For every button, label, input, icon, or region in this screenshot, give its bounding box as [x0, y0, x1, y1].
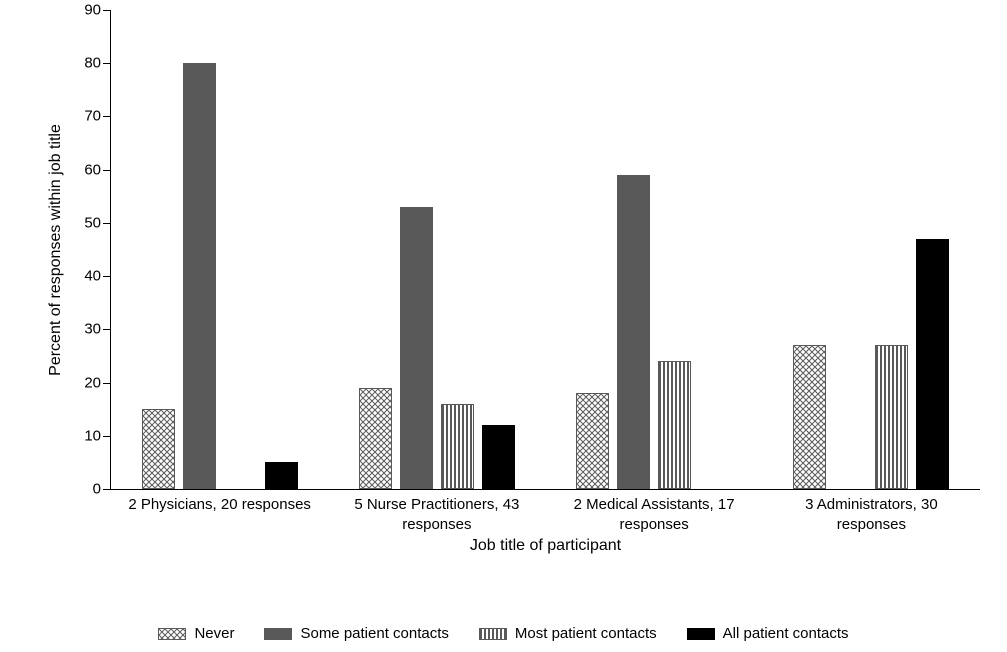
x-category-label-line: responses	[763, 515, 980, 535]
legend-label: Never	[194, 625, 234, 642]
x-category-label-line: responses	[546, 515, 763, 535]
x-category-label: 2 Medical Assistants, 17responses	[546, 489, 763, 534]
x-axis-title: Job title of participant	[111, 537, 980, 555]
bar	[142, 409, 175, 489]
legend: Never Some patient contacts Most patient…	[0, 625, 1007, 642]
y-tick-label: 80	[84, 55, 111, 72]
vertical-stripe-icon	[479, 628, 507, 640]
legend-label: All patient contacts	[723, 625, 849, 642]
legend-item-never: Never	[158, 625, 234, 642]
solid-black-icon	[687, 628, 715, 640]
legend-item-some: Some patient contacts	[264, 625, 448, 642]
plot-area: Percent of responses within job title Jo…	[110, 10, 980, 490]
bar	[658, 361, 691, 489]
y-axis-title: Percent of responses within job title	[47, 124, 65, 376]
y-tick-label: 50	[84, 214, 111, 231]
legend-label: Most patient contacts	[515, 625, 657, 642]
y-tick-label: 0	[93, 481, 111, 498]
solid-gray-icon	[264, 628, 292, 640]
x-category-label-line: 5 Nurse Practitioners, 43	[328, 495, 545, 515]
bar	[875, 345, 908, 489]
x-category-label-line: responses	[328, 515, 545, 535]
chart-container: Percent of responses within job title Jo…	[70, 10, 990, 550]
bar	[400, 207, 433, 489]
legend-item-all: All patient contacts	[687, 625, 849, 642]
y-tick-label: 20	[84, 374, 111, 391]
x-category-label: 5 Nurse Practitioners, 43responses	[328, 489, 545, 534]
bar	[617, 175, 650, 489]
y-tick-label: 90	[84, 2, 111, 19]
bar	[793, 345, 826, 489]
y-tick-label: 10	[84, 427, 111, 444]
x-category-label: 2 Physicians, 20 responses	[111, 489, 328, 515]
x-category-label-line: 2 Medical Assistants, 17	[546, 495, 763, 515]
legend-item-most: Most patient contacts	[479, 625, 657, 642]
y-tick-label: 30	[84, 321, 111, 338]
y-tick-label: 70	[84, 108, 111, 125]
crosshatch-icon	[158, 628, 186, 640]
x-category-label: 3 Administrators, 30responses	[763, 489, 980, 534]
bar	[482, 425, 515, 489]
bar	[441, 404, 474, 489]
x-category-label-line: 2 Physicians, 20 responses	[111, 495, 328, 515]
bar	[576, 393, 609, 489]
legend-label: Some patient contacts	[300, 625, 448, 642]
bar	[916, 239, 949, 489]
bar	[265, 462, 298, 489]
x-category-label-line: 3 Administrators, 30	[763, 495, 980, 515]
bar	[183, 63, 216, 489]
bar	[359, 388, 392, 489]
y-tick-label: 60	[84, 161, 111, 178]
y-tick-label: 40	[84, 268, 111, 285]
